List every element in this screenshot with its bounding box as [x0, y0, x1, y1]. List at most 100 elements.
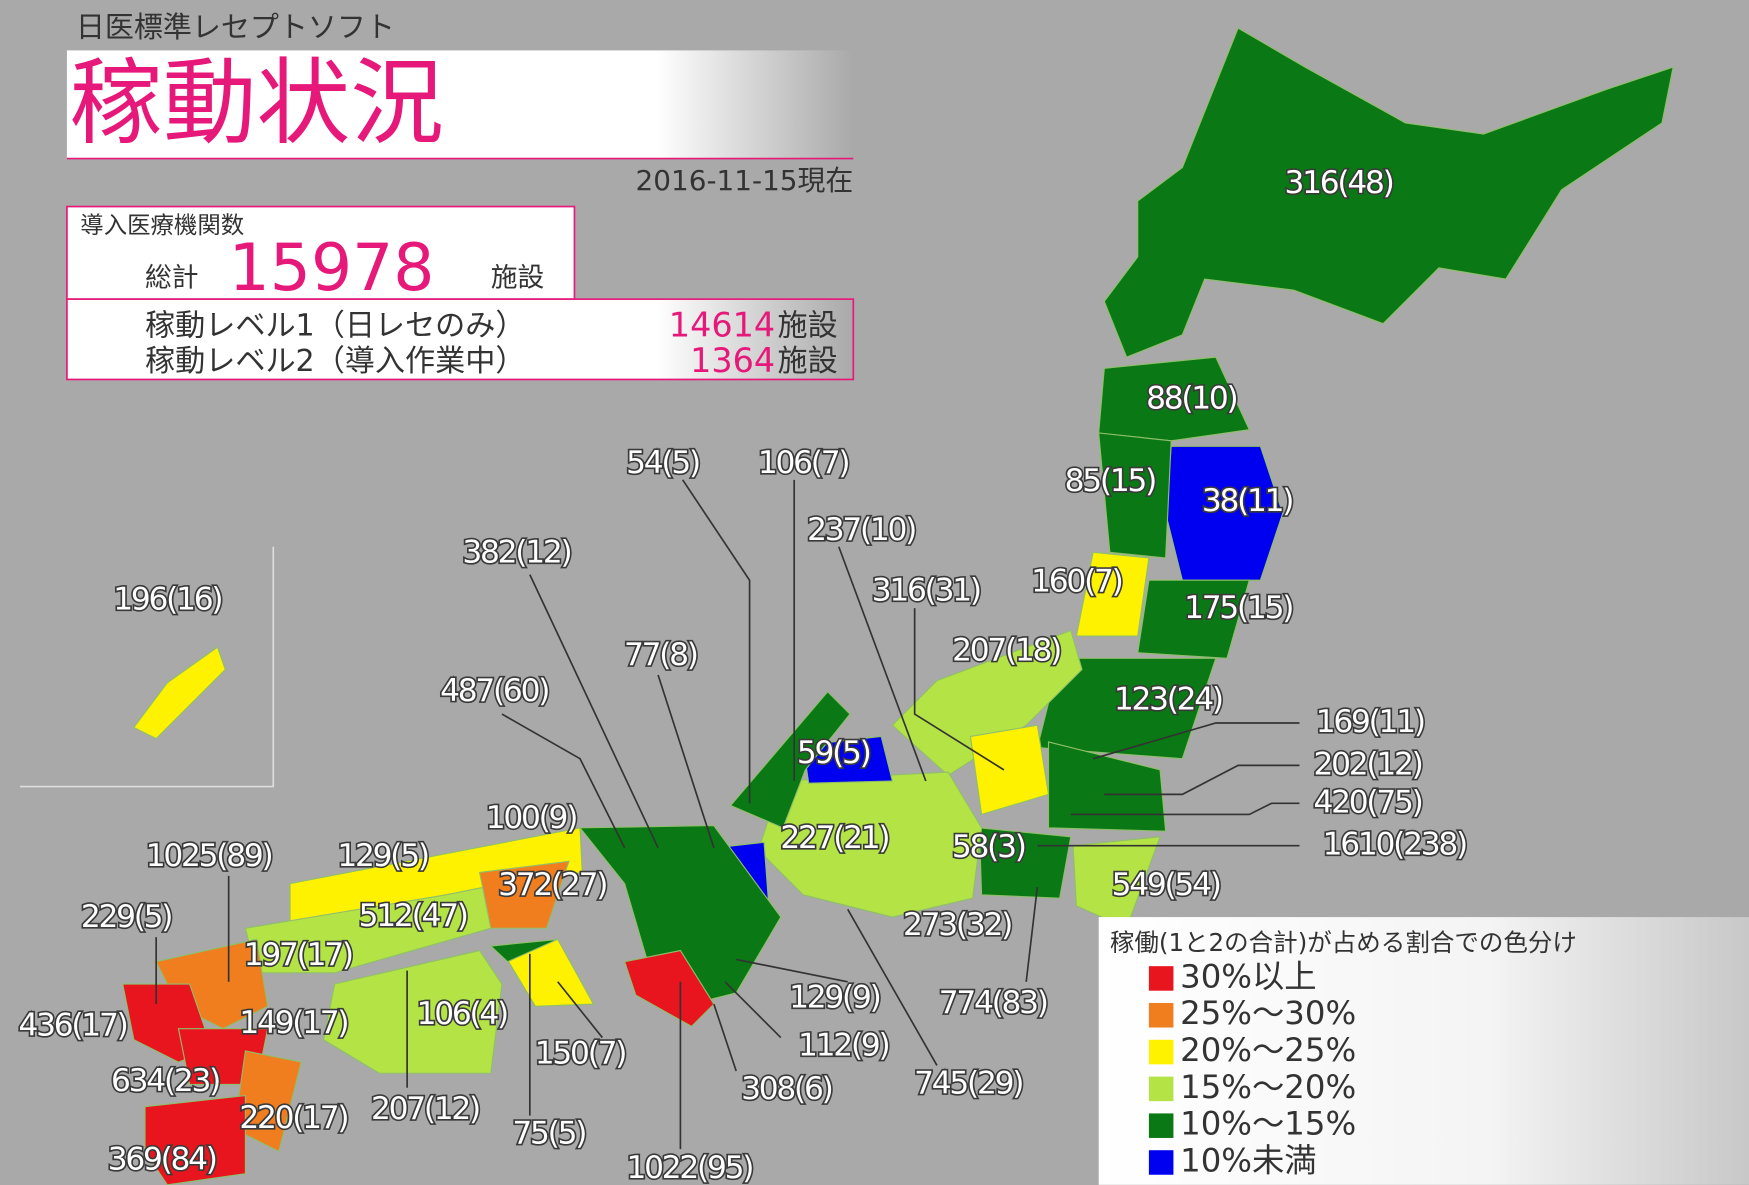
legend-swatch: [1148, 1150, 1174, 1175]
prefecture-label: 487(60): [440, 673, 548, 709]
legend-label: 10%未満: [1180, 1141, 1317, 1179]
prefecture-label: 229(5): [81, 899, 171, 935]
prefecture: [1103, 27, 1674, 358]
legend-swatch: [1148, 966, 1174, 991]
prefecture-label: 112(9): [798, 1027, 888, 1063]
legend-swatch: [1148, 1002, 1174, 1028]
total-label: 総計: [145, 263, 199, 294]
level-label: 稼動レベル1（日レセのみ）: [145, 309, 525, 344]
prefecture-label: 129(5): [337, 838, 427, 874]
total-unit: 施設: [491, 263, 545, 294]
level-unit: 施設: [777, 344, 837, 379]
prefecture-label: 175(15): [1184, 590, 1292, 626]
total-heading: 導入医療機関数: [80, 211, 244, 239]
prefecture: [891, 629, 1083, 777]
prefecture-label: 420(75): [1313, 784, 1421, 820]
level-value: 14614: [669, 306, 775, 345]
prefecture-label: 196(16): [113, 581, 221, 617]
level-unit: 施設: [777, 309, 837, 344]
title-box: [66, 50, 854, 159]
prefecture-label: 207(12): [371, 1091, 479, 1127]
legend: 稼働(1と2の合計)が占める割合での色分け 30%以上25%～30%20%～25…: [1098, 917, 1749, 1185]
legend-swatch: [1148, 1076, 1174, 1102]
levels-box: [66, 298, 855, 381]
prefecture: [144, 1094, 246, 1185]
prefecture: [757, 771, 983, 918]
header-panel: 日医標準レセプトソフト 稼動状況 2016-11-15現在 導入医療機関数 総計…: [66, 10, 855, 381]
prefecture: [1036, 657, 1217, 760]
title: 稼動状況: [69, 49, 444, 158]
prefecture: [802, 735, 894, 784]
prefecture-label: 1022(95): [626, 1150, 752, 1185]
prefecture-label: 100(9): [486, 800, 576, 836]
prefecture-label: 149(17): [239, 1005, 347, 1041]
prefecture-label: 237(10): [807, 512, 915, 548]
level-value: 1364: [690, 341, 775, 380]
prefecture-label: 273(32): [903, 907, 1011, 943]
prefecture-label: 197(17): [244, 937, 352, 973]
prefecture-label: 1610(238): [1323, 827, 1466, 863]
date: 2016-11-15現在: [636, 164, 854, 197]
prefecture-label: 316(31): [872, 572, 980, 608]
legend-label: 20%～25%: [1180, 1031, 1356, 1069]
prefecture: [578, 825, 782, 1005]
legend-swatch: [1148, 1039, 1174, 1065]
prefecture-label: 150(7): [535, 1035, 625, 1071]
prefecture-label: 202(12): [1313, 746, 1421, 782]
prefecture-label: 1025(89): [146, 838, 272, 874]
prefecture-label: 160(7): [1031, 563, 1121, 599]
prefecture-label: 512(47): [359, 898, 467, 934]
japan-map: [122, 27, 1674, 1185]
prefecture: [478, 860, 570, 929]
prefecture-label: 123(24): [1114, 682, 1222, 718]
prefecture: [729, 690, 851, 829]
prefecture-label: 54(5): [626, 445, 699, 481]
prefecture: [1047, 741, 1167, 832]
prefecture-label: 436(17): [18, 1007, 126, 1043]
prefecture: [1098, 432, 1172, 559]
prefecture: [1075, 551, 1150, 637]
prefecture-label: 372(27): [498, 867, 606, 903]
prefecture-label: 77(8): [624, 637, 697, 673]
prefecture-label: 85(15): [1065, 463, 1155, 499]
prefecture-label: 220(17): [239, 1100, 347, 1136]
prefecture-label: 58(3): [952, 829, 1025, 865]
prefecture-label: 369(84): [108, 1141, 216, 1177]
prefecture-label: 382(12): [462, 534, 570, 570]
prefecture: [1137, 579, 1251, 659]
prefecture: [133, 646, 226, 740]
legend-title: 稼働(1と2の合計)が占める割合での色分け: [1110, 928, 1577, 957]
prefecture-label: 745(29): [914, 1065, 1022, 1101]
legend-label: 10%～15%: [1180, 1105, 1356, 1143]
prefecture-label: 169(11): [1316, 704, 1424, 740]
prefecture-label: 38(11): [1202, 483, 1292, 519]
total-value: 15978: [229, 231, 435, 306]
prefecture-label: 59(5): [797, 735, 870, 771]
legend-swatch: [1148, 1113, 1174, 1138]
total-box: [66, 205, 576, 300]
prefecture: [322, 949, 503, 1074]
legend-box: [1098, 917, 1749, 1185]
leader-lines: [155, 479, 1300, 1150]
legend-label: 30%以上: [1180, 957, 1317, 995]
legend-label: 25%～30%: [1180, 994, 1356, 1032]
prefecture-label: 316(48): [1284, 165, 1392, 201]
brand: 日医標準レセプトソフト: [76, 10, 395, 44]
prefecture-labels: 316(48) 88(10) 85(15) 38(11) 160(7) 175(15) 31…: [17, 164, 1470, 1185]
inset-frame: [20, 546, 275, 788]
prefecture: [489, 938, 558, 963]
legend-label: 15%～20%: [1180, 1068, 1356, 1106]
prefecture-label: 227(21): [780, 820, 888, 856]
prefecture-label: 106(7): [758, 445, 848, 481]
level-label: 稼動レベル2（導入作業中）: [145, 344, 525, 379]
prefecture: [623, 949, 715, 1028]
prefecture-label: 106(4): [417, 996, 507, 1032]
prefecture-label: 634(23): [111, 1063, 219, 1099]
prefecture-label: 308(6): [741, 1071, 831, 1107]
prefecture-label: 207(18): [952, 633, 1060, 669]
prefecture-label: 129(9): [789, 980, 879, 1016]
prefecture-label: 774(83): [939, 985, 1047, 1021]
prefecture-label: 549(54): [1112, 867, 1220, 903]
prefecture: [1098, 356, 1251, 442]
